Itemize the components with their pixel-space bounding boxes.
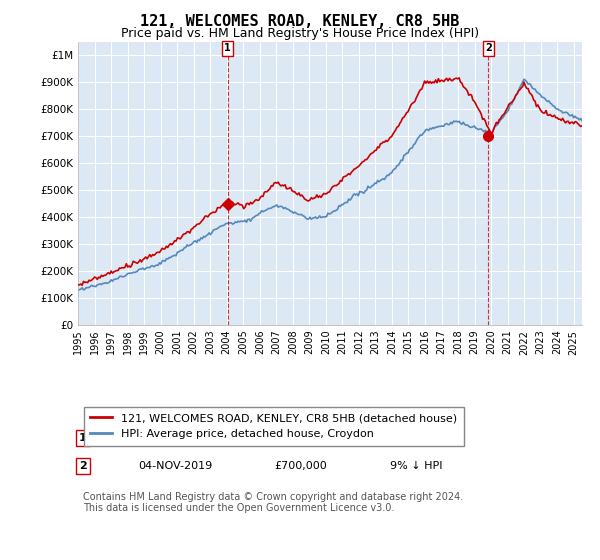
Text: 2: 2	[485, 44, 492, 53]
Text: Price paid vs. HM Land Registry's House Price Index (HPI): Price paid vs. HM Land Registry's House …	[121, 27, 479, 40]
Text: 121, WELCOMES ROAD, KENLEY, CR8 5HB: 121, WELCOMES ROAD, KENLEY, CR8 5HB	[140, 14, 460, 29]
Text: 2: 2	[79, 461, 87, 471]
Text: £700,000: £700,000	[275, 461, 328, 471]
Text: 20-JAN-2004: 20-JAN-2004	[139, 433, 208, 443]
Text: Contains HM Land Registry data © Crown copyright and database right 2024.
This d: Contains HM Land Registry data © Crown c…	[83, 492, 463, 514]
Legend: 121, WELCOMES ROAD, KENLEY, CR8 5HB (detached house), HPI: Average price, detach: 121, WELCOMES ROAD, KENLEY, CR8 5HB (det…	[83, 407, 464, 446]
Text: 1: 1	[79, 433, 87, 443]
Text: £450,000: £450,000	[275, 433, 328, 443]
Text: 04-NOV-2019: 04-NOV-2019	[139, 461, 213, 471]
Text: 17% ↑ HPI: 17% ↑ HPI	[391, 433, 450, 443]
Text: 1: 1	[224, 44, 231, 53]
Text: 9% ↓ HPI: 9% ↓ HPI	[391, 461, 443, 471]
